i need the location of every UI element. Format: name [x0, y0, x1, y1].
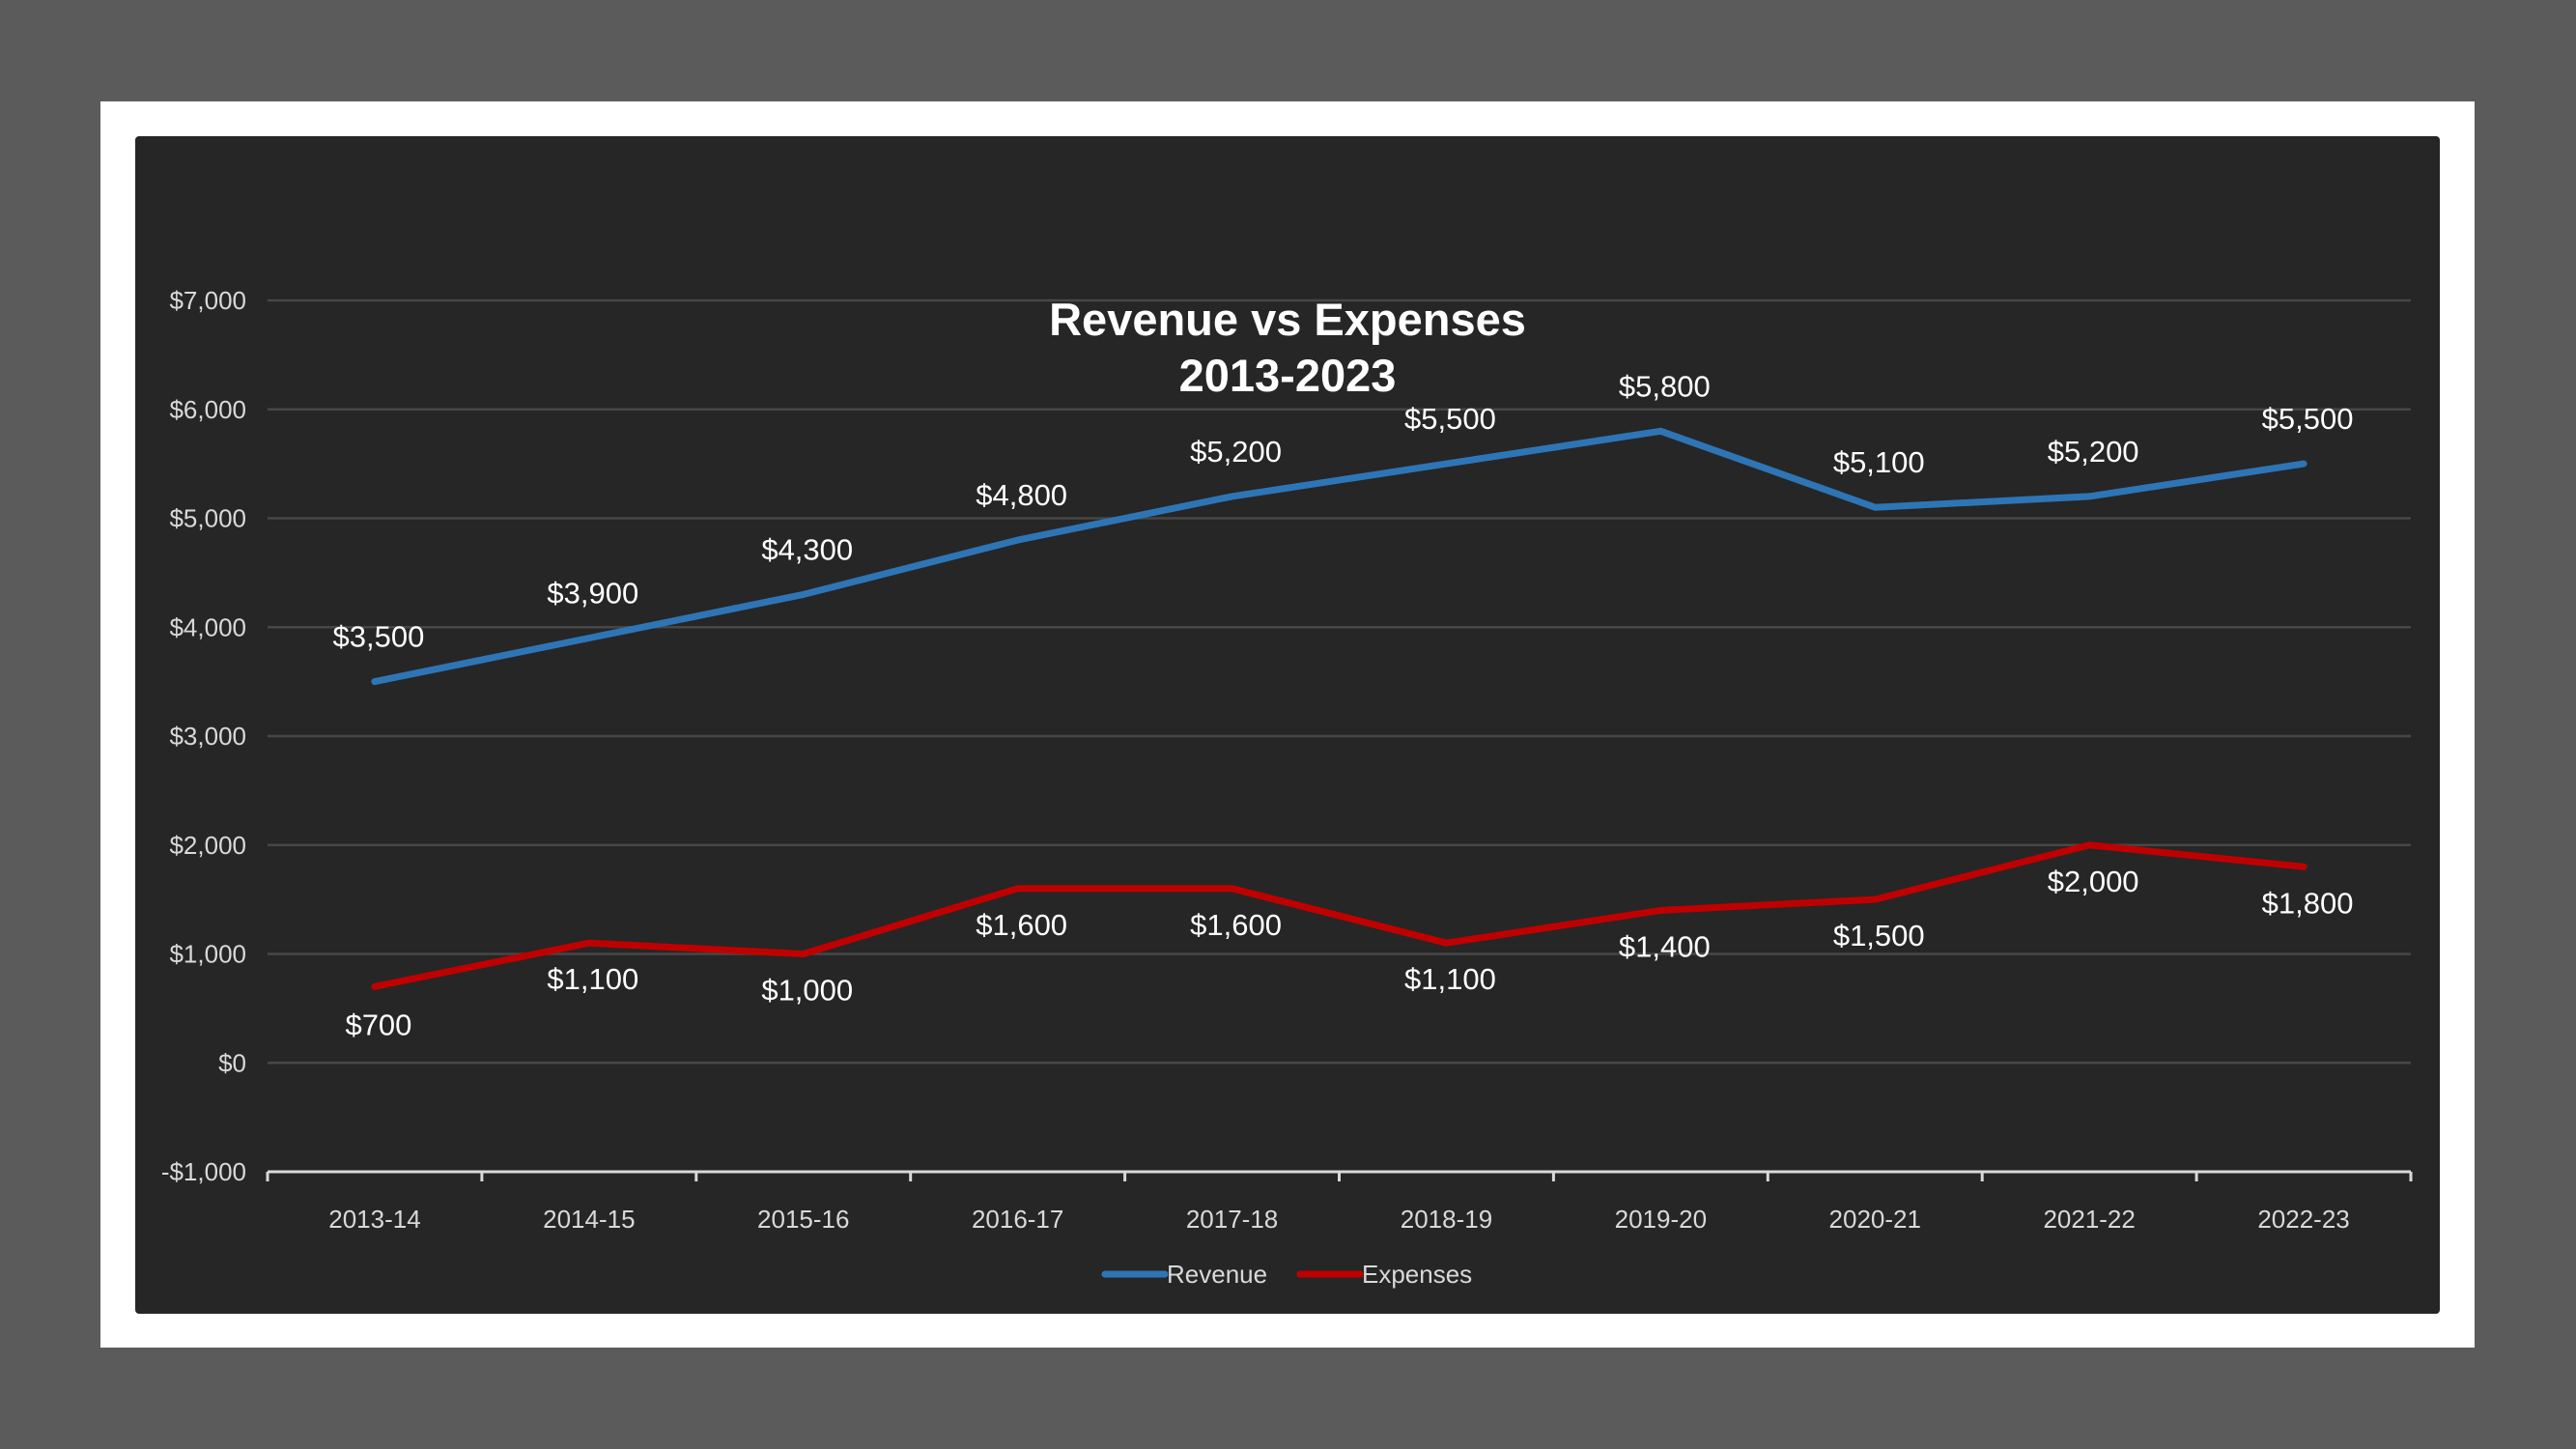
x-tick-label: 2018-19 [1401, 1205, 1492, 1234]
y-tick-label: -$1,000 [161, 1157, 246, 1186]
data-label: $5,800 [1619, 369, 1711, 403]
data-label: $5,100 [1833, 445, 1925, 479]
legend: Revenue Expenses [1101, 1260, 1472, 1289]
data-label: $5,200 [2048, 435, 2139, 469]
x-tick-label: 2017-18 [1186, 1205, 1278, 1234]
data-label: $2,000 [2048, 865, 2139, 898]
data-label: $1,800 [2262, 886, 2354, 920]
x-axis: 2013-14 2014-15 2015-16 2016-17 2017-18 2018-… [266, 1170, 2413, 1234]
series-line-revenue [371, 427, 2307, 686]
x-tick-label: 2013-14 [328, 1205, 420, 1234]
data-label: $3,900 [547, 577, 638, 611]
y-tick-label: $7,000 [169, 286, 246, 315]
data-label: $1,100 [1404, 962, 1496, 996]
chart-panel: Revenue vs Expenses 2013-2023 -$1,000 $0 $… [135, 136, 2440, 1314]
x-tick-label: 2021-22 [2043, 1205, 2135, 1234]
x-tick-label: 2019-20 [1615, 1205, 1707, 1234]
data-label: $5,200 [1190, 435, 1282, 469]
x-tick-label: 2014-15 [543, 1205, 635, 1234]
series-line-expenses [371, 841, 2307, 990]
data-label: $1,100 [547, 962, 638, 996]
data-label: $5,500 [1404, 402, 1496, 436]
x-tick-label: 2015-16 [757, 1205, 849, 1234]
y-tick-label: $1,000 [169, 940, 246, 969]
legend-label-expenses: Expenses [1362, 1260, 1472, 1289]
data-label: $1,000 [761, 974, 853, 1008]
y-tick-label: $2,000 [169, 831, 246, 860]
data-label: $1,500 [1833, 919, 1925, 952]
x-tick-label: 2020-21 [1829, 1205, 1921, 1234]
y-tick-label: $4,000 [169, 612, 246, 641]
data-label: $1,400 [1619, 929, 1711, 963]
data-label: $4,800 [976, 478, 1067, 512]
x-tick-label: 2022-23 [2257, 1205, 2349, 1234]
line-chart: Revenue vs Expenses 2013-2023 -$1,000 $0 $… [161, 286, 2413, 1289]
data-labels: $3,500 $3,900 $4,300 $4,800 $5,200 $5,500 $5,8… [333, 369, 2354, 1041]
y-tick-label: $0 [218, 1048, 246, 1077]
y-tick-label: $6,000 [169, 395, 246, 424]
y-tick-label: $5,000 [169, 504, 246, 533]
x-tick-label: 2016-17 [972, 1205, 1063, 1234]
data-label: $700 [345, 1008, 411, 1041]
data-label: $3,500 [333, 620, 425, 654]
y-tick-label: $3,000 [169, 722, 246, 751]
series-lines [371, 427, 2307, 990]
gridlines: -$1,000 $0 $1,000 $2,000 $3,000 $4,000 $5,000 $… [161, 286, 2411, 1186]
chart-title: Revenue vs Expenses [1049, 294, 1526, 345]
data-label: $5,500 [2262, 402, 2354, 436]
chart-subtitle: 2013-2023 [1179, 350, 1397, 401]
data-label: $4,300 [761, 532, 853, 566]
legend-label-revenue: Revenue [1167, 1260, 1267, 1289]
data-label: $1,600 [1190, 908, 1282, 942]
data-label: $1,600 [976, 908, 1067, 942]
